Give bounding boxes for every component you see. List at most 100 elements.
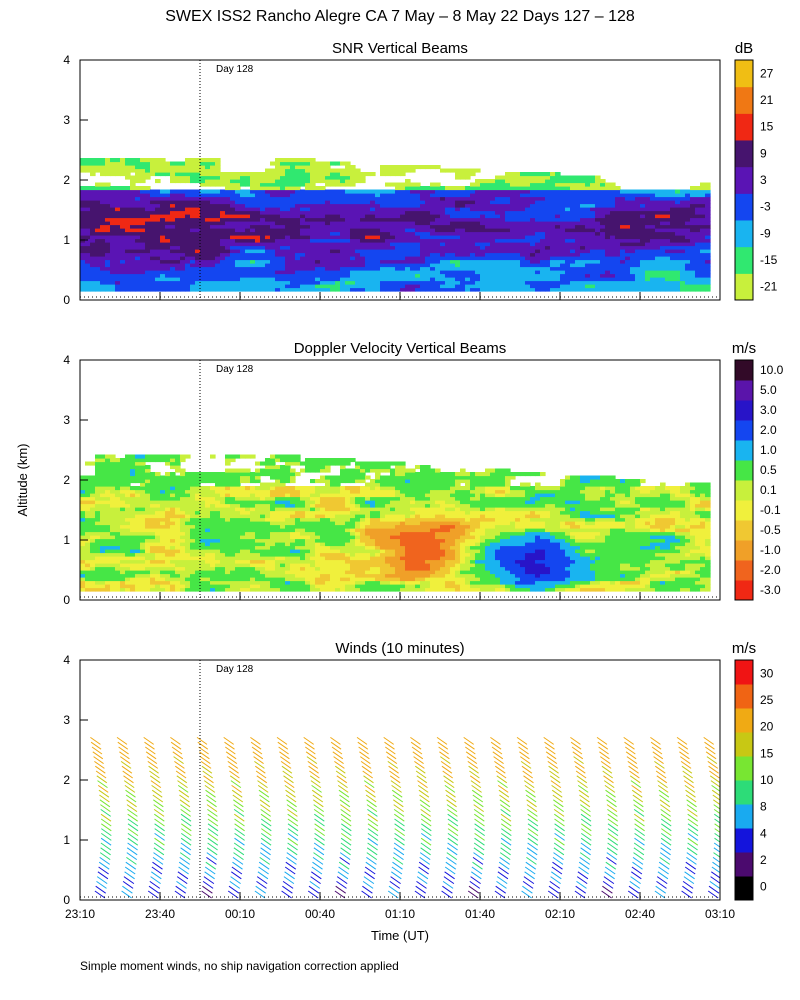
- snr-cell: [640, 256, 646, 261]
- snr-cell: [180, 238, 186, 243]
- snr-cell: [340, 263, 346, 268]
- snr-cell: [260, 182, 266, 187]
- snr-cell: [620, 228, 626, 233]
- snr-cell: [130, 207, 136, 212]
- snr-cell: [170, 252, 176, 257]
- snr-cell: [185, 245, 191, 250]
- snr-cell: [255, 245, 261, 250]
- snr-cell: [255, 238, 261, 243]
- snr-cell: [135, 277, 141, 282]
- snr-cell: [175, 200, 181, 205]
- snr-cell: [125, 193, 131, 198]
- snr-cell: [145, 172, 151, 177]
- velocity-cell: [110, 503, 116, 508]
- snr-cell: [240, 193, 246, 198]
- snr-cell: [290, 179, 296, 184]
- snr-cell: [520, 249, 526, 254]
- snr-cell: [80, 168, 86, 173]
- snr-cell: [350, 284, 356, 289]
- velocity-cell: [140, 517, 146, 522]
- snr-cell: [380, 203, 386, 208]
- snr-cell: [280, 252, 286, 257]
- velocity-cell: [150, 545, 156, 550]
- snr-cell: [195, 228, 201, 233]
- snr-cell: [625, 284, 631, 289]
- snr-cell: [200, 217, 206, 222]
- snr-cell: [175, 172, 181, 177]
- velocity-cell: [170, 528, 176, 533]
- snr-cell: [315, 259, 321, 264]
- velocity-cell: [95, 510, 101, 515]
- snr-cell: [695, 273, 701, 278]
- snr-cell: [625, 210, 631, 215]
- snr-cell: [315, 235, 321, 240]
- velocity-cell: [110, 556, 116, 561]
- velocity-cell: [85, 521, 91, 526]
- velocity-cell: [105, 461, 111, 466]
- snr-cell: [345, 245, 351, 250]
- snr-cell: [675, 207, 681, 212]
- snr-cell: [530, 277, 536, 282]
- snr-cell: [670, 249, 676, 254]
- snr-cell: [670, 280, 676, 285]
- snr-cell: [235, 263, 241, 268]
- snr-cell: [620, 256, 626, 261]
- snr-cell: [410, 266, 416, 271]
- velocity-cell: [165, 542, 171, 547]
- snr-heatmap: [80, 158, 711, 292]
- snr-cell: [630, 193, 636, 198]
- snr-cell: [235, 235, 241, 240]
- snr-cell: [265, 249, 271, 254]
- snr-cell: [690, 228, 696, 233]
- snr-cell: [210, 168, 216, 173]
- snr-cell: [320, 259, 326, 264]
- snr-cell: [700, 235, 706, 240]
- snr-cell: [215, 217, 221, 222]
- snr-cell: [320, 189, 326, 194]
- snr-cell: [685, 207, 691, 212]
- snr-cell: [340, 217, 346, 222]
- snr-cell: [265, 210, 271, 215]
- velocity-cell: [105, 542, 111, 547]
- snr-cell: [440, 203, 446, 208]
- snr-cell: [320, 245, 326, 250]
- snr-cell: [155, 189, 161, 194]
- snr-cell: [410, 186, 416, 191]
- velocity-cell: [105, 566, 111, 571]
- velocity-cell: [120, 587, 126, 592]
- snr-cell: [115, 168, 121, 173]
- snr-cell: [90, 196, 96, 201]
- snr-cell: [210, 231, 216, 236]
- snr-cell: [290, 252, 296, 257]
- snr-cell: [575, 231, 581, 236]
- snr-cell: [540, 221, 546, 226]
- snr-cell: [315, 266, 321, 271]
- velocity-cell: [95, 542, 101, 547]
- snr-cell: [680, 217, 686, 222]
- snr-cell: [600, 242, 606, 247]
- velocity-cell: [100, 507, 106, 512]
- snr-cell: [570, 242, 576, 247]
- snr-cell: [495, 287, 501, 292]
- velocity-cell: [145, 528, 151, 533]
- snr-cell: [500, 214, 506, 219]
- snr-cell: [250, 210, 256, 215]
- snr-cell: [130, 277, 136, 282]
- snr-cell: [290, 242, 296, 247]
- velocity-cell: [165, 486, 171, 491]
- snr-cell: [635, 287, 641, 292]
- snr-cell: [375, 249, 381, 254]
- snr-cell: [315, 175, 321, 180]
- snr-cell: [190, 214, 196, 219]
- snr-cell: [425, 193, 431, 198]
- velocity-cell: [115, 517, 121, 522]
- snr-cell: [315, 284, 321, 289]
- snr-cell: [555, 210, 561, 215]
- snr-cell: [200, 280, 206, 285]
- snr-cell: [620, 214, 626, 219]
- snr-cell: [120, 228, 126, 233]
- snr-cell: [170, 193, 176, 198]
- snr-cell: [355, 287, 361, 292]
- velocity-cell: [105, 496, 111, 501]
- snr-cell: [375, 238, 381, 243]
